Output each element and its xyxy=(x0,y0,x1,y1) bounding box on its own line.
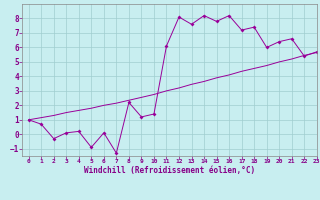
X-axis label: Windchill (Refroidissement éolien,°C): Windchill (Refroidissement éolien,°C) xyxy=(84,166,255,175)
